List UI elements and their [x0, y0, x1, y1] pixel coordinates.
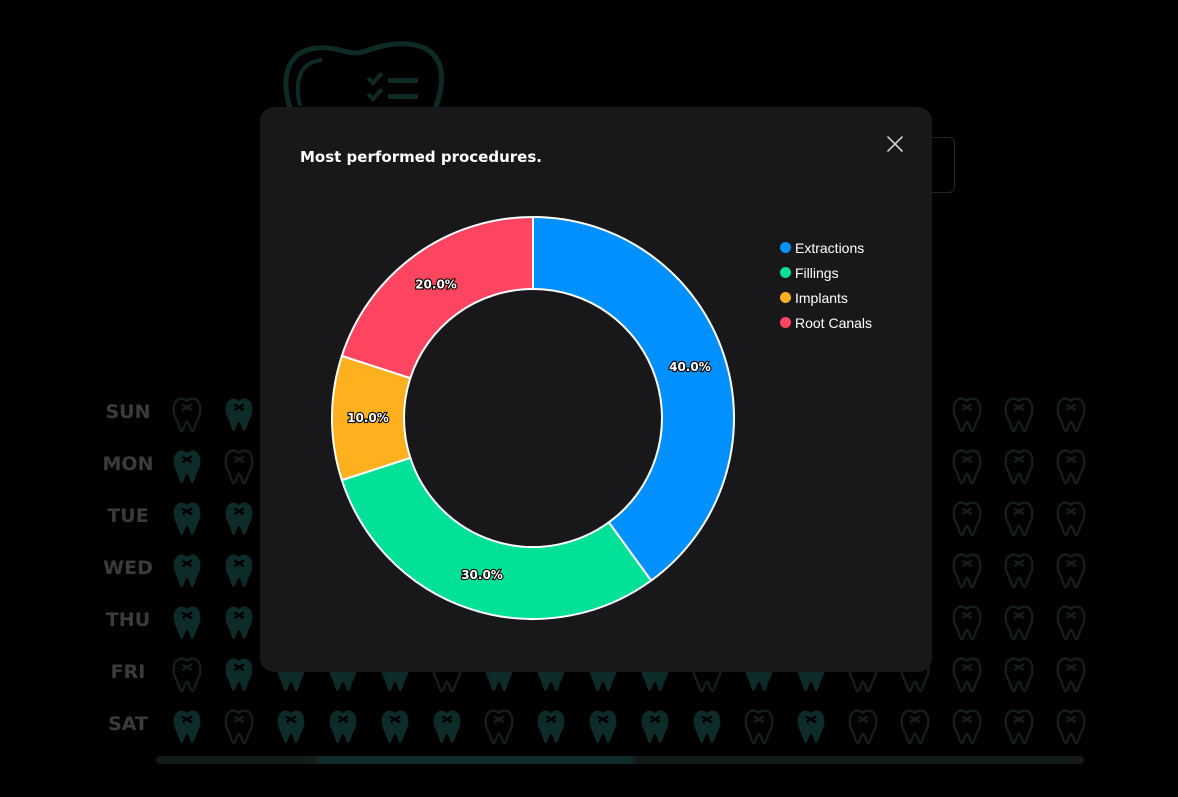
tooth-icon	[173, 554, 201, 588]
tooth-icon	[433, 710, 461, 744]
tooth-icon	[900, 709, 930, 745]
tooth-icon	[173, 606, 201, 640]
legend-swatch	[780, 242, 791, 253]
close-button[interactable]	[880, 129, 910, 159]
modal-title: Most performed procedures.	[300, 148, 542, 166]
tooth-icon	[1056, 449, 1086, 485]
tooth-icon	[1004, 397, 1034, 433]
weekday-label: SUN	[105, 401, 151, 423]
legend-label: Extractions	[795, 239, 865, 256]
slice-percent-label: 20.0%	[415, 278, 457, 292]
chart-legend: Extractions Fillings Implants Root Canals	[780, 235, 872, 335]
tooth-icon	[172, 657, 202, 693]
legend-label: Fillings	[795, 264, 839, 281]
tooth-icon	[952, 397, 982, 433]
tooth-icon	[381, 710, 409, 744]
legend-label: Implants	[795, 289, 848, 306]
weekday-label: TUE	[107, 505, 149, 527]
legend-item-extractions[interactable]: Extractions	[780, 235, 872, 260]
procedures-modal: 40.0% 30.0% 10.0% 20.0% Most performed proc…	[260, 107, 932, 672]
legend-item-root-canals[interactable]: Root Canals	[780, 310, 872, 335]
slice-percent-label: 30.0%	[461, 568, 503, 582]
tooth-icon	[225, 398, 253, 432]
tooth-icon	[1004, 501, 1034, 537]
tooth-icon	[952, 449, 982, 485]
tooth-icon	[173, 502, 201, 536]
tooth-icon	[1004, 709, 1034, 745]
tooth-icon	[277, 710, 305, 744]
donut-slice-fillings[interactable]	[340, 456, 653, 620]
tooth-icon	[225, 554, 253, 588]
tooth-icon	[225, 606, 253, 640]
tooth-icon	[224, 449, 254, 485]
tooth-icon	[225, 658, 253, 692]
tooth-icon	[952, 553, 982, 589]
tooth-icon	[329, 710, 357, 744]
tooth-icon	[1004, 449, 1034, 485]
tooth-icon	[848, 709, 878, 745]
tooth-icon	[1056, 397, 1086, 433]
weekday-label: SAT	[108, 713, 148, 735]
tooth-icon	[1004, 605, 1034, 641]
tooth-icon	[1056, 501, 1086, 537]
tooth-icon	[1056, 709, 1086, 745]
scrollbar-thumb[interactable]	[316, 756, 634, 764]
dental-checklist-logo-icon	[283, 41, 445, 113]
legend-swatch	[780, 267, 791, 278]
tooth-icon	[173, 710, 201, 744]
tooth-icon	[172, 397, 202, 433]
slice-percent-label: 10.0%	[347, 411, 389, 425]
legend-item-implants[interactable]: Implants	[780, 285, 872, 310]
tooth-icon	[173, 450, 201, 484]
close-icon	[887, 136, 903, 152]
weekday-label: FRI	[110, 661, 146, 683]
tooth-icon	[1004, 553, 1034, 589]
tooth-icon	[1004, 657, 1034, 693]
tooth-icon	[952, 605, 982, 641]
tooth-icon	[1056, 657, 1086, 693]
legend-swatch	[780, 317, 791, 328]
tooth-icon	[641, 710, 669, 744]
tooth-icon	[225, 502, 253, 536]
donut-slice-extractions[interactable]	[532, 215, 735, 583]
legend-swatch	[780, 292, 791, 303]
tooth-icon	[1056, 605, 1086, 641]
donut-slice-root-canals[interactable]	[340, 215, 534, 380]
slice-percent-label: 40.0%	[669, 360, 711, 374]
legend-label: Root Canals	[795, 314, 873, 331]
tooth-icon	[589, 710, 617, 744]
tooth-icon	[952, 709, 982, 745]
horizontal-scrollbar[interactable]	[156, 756, 1084, 764]
weekday-label: MON	[102, 453, 154, 475]
weekday-label: WED	[103, 557, 153, 579]
tooth-icon	[224, 709, 254, 745]
tooth-icon	[537, 710, 565, 744]
weekday-label: THU	[105, 609, 151, 631]
procedures-donut-chart: 40.0% 30.0% 10.0% 20.0%	[331, 215, 735, 620]
tooth-icon	[693, 710, 721, 744]
tooth-icon	[952, 501, 982, 537]
legend-item-fillings[interactable]: Fillings	[780, 260, 872, 285]
tooth-icon	[484, 709, 514, 745]
tooth-icon	[1056, 553, 1086, 589]
tooth-icon	[797, 710, 825, 744]
tooth-icon	[744, 709, 774, 745]
tooth-icon	[952, 657, 982, 693]
